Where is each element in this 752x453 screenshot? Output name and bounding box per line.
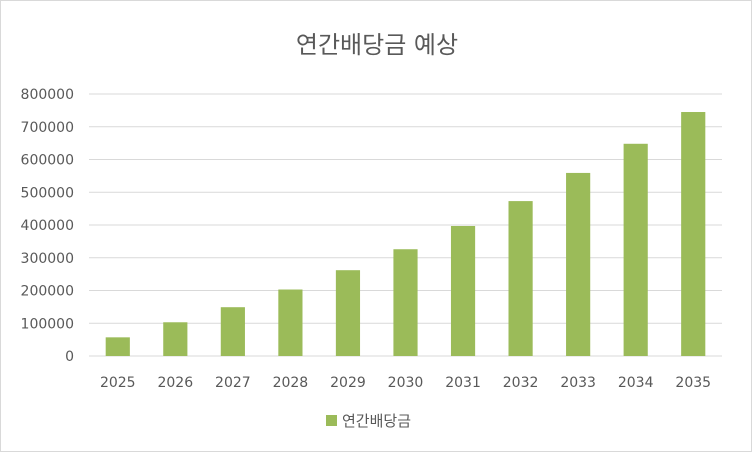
bar-2031 [450,225,476,356]
bar-2034 [623,143,648,356]
y-tick-label: 800000 [21,87,74,103]
y-tick-label: 200000 [21,284,74,300]
legend-label: 연간배당금 [342,412,411,430]
legend-swatch [326,415,337,426]
bar-2035 [681,112,706,356]
x-tick-label: 2028 [273,375,309,391]
y-tick-label: 100000 [21,316,74,332]
bar-2033 [566,172,591,356]
x-tick-label: 2029 [330,375,366,391]
y-tick-label: 500000 [21,185,74,201]
bar-2025 [105,337,130,356]
y-tick-label: 600000 [21,153,74,169]
legend: 연간배당금 [326,412,411,430]
bar-2032 [508,201,533,356]
x-tick-label: 2030 [388,375,424,391]
bar-2027 [220,307,245,356]
bar-2026 [163,322,188,356]
x-tick-label: 2033 [560,375,596,391]
bars [105,112,706,356]
chart-title: 연간배당금 예상 [296,31,458,59]
y-tick-label: 300000 [21,251,74,267]
x-tick-label: 2025 [100,375,136,391]
x-axis-ticks: 2025 2026 2027 2028 2029 2030 2031 2032 2033 2034… [100,375,711,391]
y-tick-label: 0 [65,349,74,365]
y-tick-label: 400000 [21,218,74,234]
x-tick-label: 2035 [675,375,711,391]
bar-2029 [335,270,361,356]
x-tick-label: 2026 [157,375,193,391]
bar-2030 [393,249,418,356]
x-tick-label: 2027 [215,375,251,391]
x-tick-label: 2034 [618,375,654,391]
bar-2028 [278,289,303,356]
y-axis-ticks: 0 100000 200000 300000 400000 500000 600000 700… [21,87,74,365]
y-tick-label: 700000 [21,120,74,136]
x-tick-label: 2032 [503,375,539,391]
gridlines [89,93,722,357]
x-tick-label: 2031 [445,375,481,391]
